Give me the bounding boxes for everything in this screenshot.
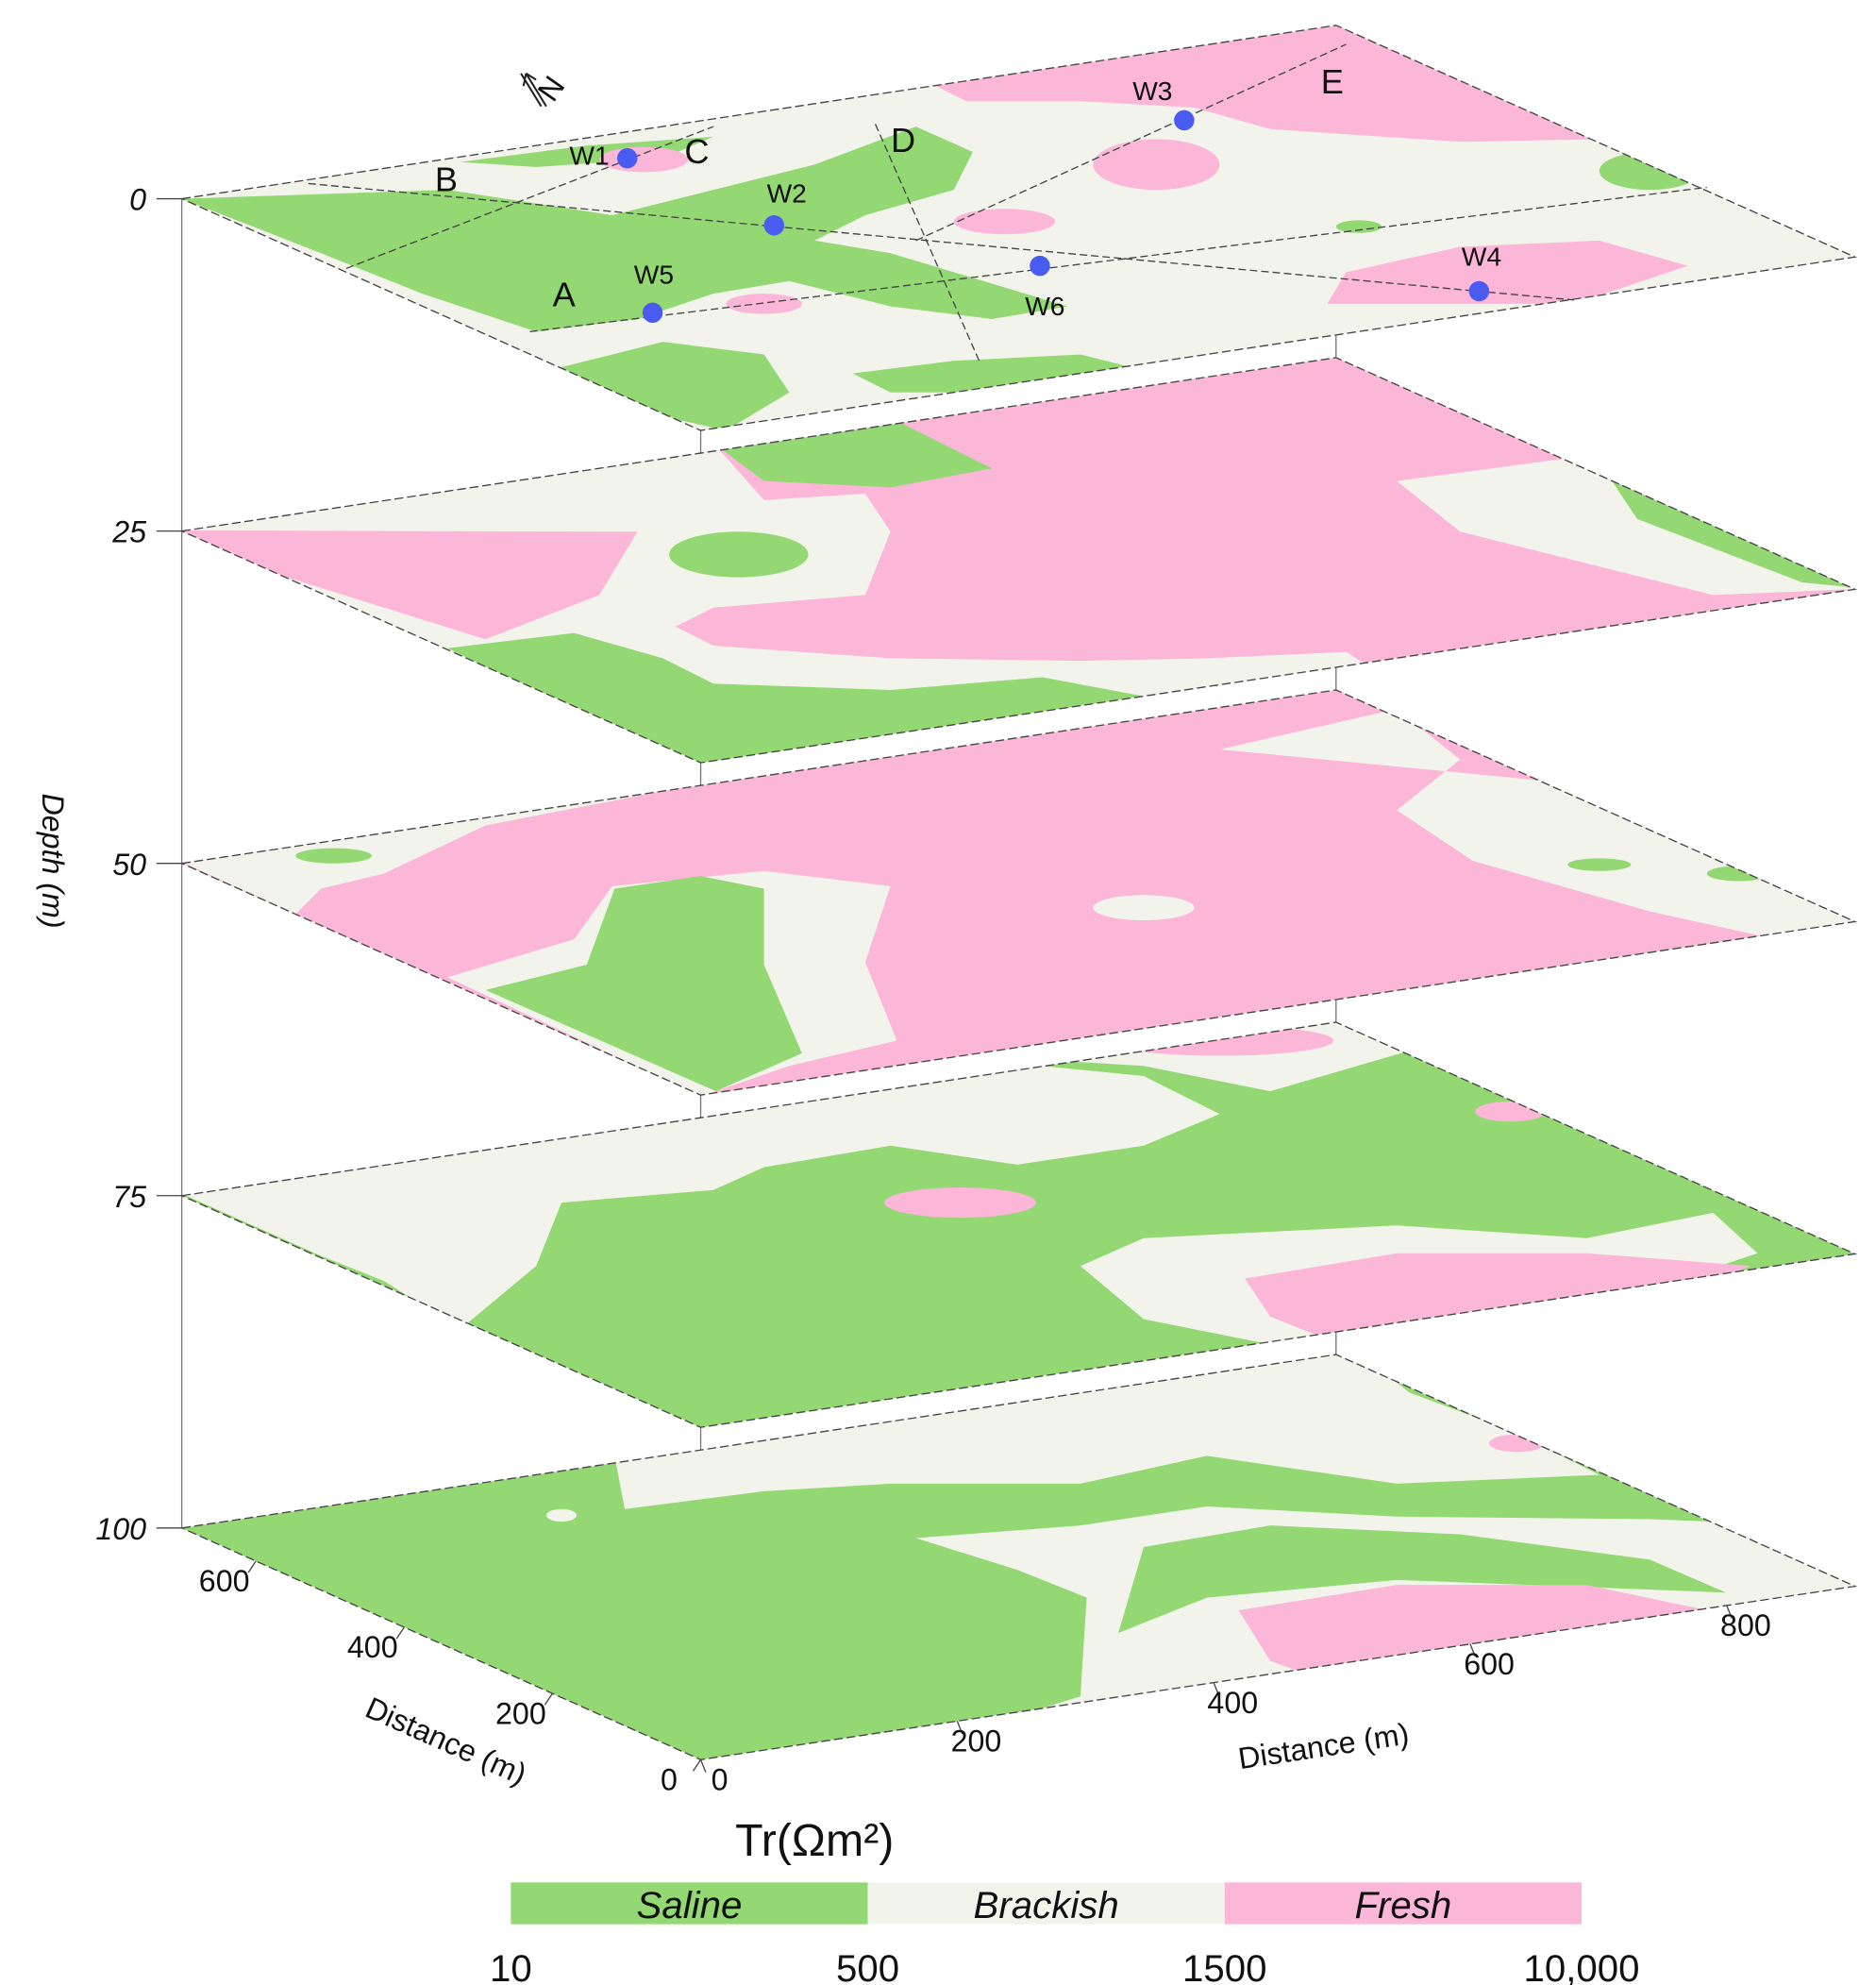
legend-swatch	[511, 1882, 868, 1925]
x-tick-label: 200	[951, 1724, 1002, 1758]
profile-label: E	[1321, 62, 1344, 101]
y-tick	[247, 1560, 257, 1573]
well-label: W5	[634, 260, 674, 289]
profile-label: D	[891, 121, 915, 160]
x-tick	[1213, 1682, 1220, 1696]
x-axis-label: Distance (m)	[1236, 1717, 1412, 1776]
x-tick	[1469, 1643, 1476, 1657]
y-tick-label: 200	[495, 1696, 546, 1730]
z-tick-label: 50	[112, 848, 146, 882]
profile-line	[915, 43, 1347, 242]
north-label: N	[531, 70, 572, 108]
legend-bound: 10	[490, 1947, 532, 1985]
well-marker	[1174, 109, 1195, 131]
profile-line	[529, 186, 1707, 333]
slice-outline	[179, 25, 1858, 431]
well-map	[308, 43, 1707, 362]
legend-swatch	[1224, 1882, 1582, 1925]
x-tick-label: 400	[1207, 1686, 1258, 1720]
slice-outline	[179, 689, 1858, 1096]
well-marker	[642, 302, 663, 324]
slice-outline	[179, 1354, 1858, 1760]
slice-outline	[179, 1021, 1858, 1428]
z-axis-label: Depth (m)	[36, 794, 70, 929]
well-marker	[617, 147, 638, 169]
legend-label: Brackish	[974, 1884, 1119, 1926]
legend-bound: 10,000	[1523, 1947, 1639, 1985]
well-label: W6	[1025, 292, 1064, 321]
profile-line	[308, 182, 1575, 301]
y-tick	[395, 1626, 405, 1640]
z-tick-label: 100	[95, 1512, 146, 1546]
legend-label: Fresh	[1354, 1884, 1451, 1926]
x-tick	[699, 1759, 707, 1773]
x-tick-label: 800	[1720, 1608, 1771, 1642]
legend-bound: 1500	[1182, 1947, 1266, 1985]
x-tick-label: 0	[712, 1762, 729, 1796]
x-tick-label: 600	[1464, 1647, 1515, 1681]
well-marker	[1030, 255, 1050, 277]
profile-label: A	[553, 276, 577, 314]
profile-label: C	[684, 132, 709, 171]
profile-label: B	[435, 160, 458, 199]
slice-outline	[179, 357, 1858, 764]
x-tick	[1726, 1605, 1733, 1619]
profile-line	[874, 124, 980, 362]
well-label: W4	[1462, 243, 1501, 272]
y-tick-label: 400	[347, 1630, 398, 1664]
well-label: W3	[1132, 76, 1172, 106]
legend-label: Saline	[637, 1884, 743, 1926]
profile-line	[345, 126, 714, 269]
y-tick	[692, 1758, 702, 1772]
well-label: W1	[569, 141, 609, 170]
well-label: W2	[767, 179, 807, 209]
legend: Tr(Ωm²) Saline Brackish Fresh 10 500 1500 10,0…	[490, 1815, 1640, 1985]
legend-swatch	[867, 1882, 1225, 1925]
legend-bound: 500	[836, 1947, 899, 1985]
y-tick-label: 0	[661, 1762, 678, 1796]
y-tick	[544, 1692, 553, 1706]
well-marker	[1468, 280, 1490, 302]
y-tick-label: 600	[199, 1564, 250, 1598]
z-tick-label: 0	[129, 183, 146, 217]
x-tick	[956, 1721, 963, 1735]
z-tick-label: 75	[112, 1180, 146, 1214]
well-marker	[763, 215, 785, 236]
north-arrow	[520, 72, 547, 108]
legend-title: Tr(Ωm²)	[735, 1815, 894, 1866]
z-tick-label: 25	[111, 515, 146, 549]
